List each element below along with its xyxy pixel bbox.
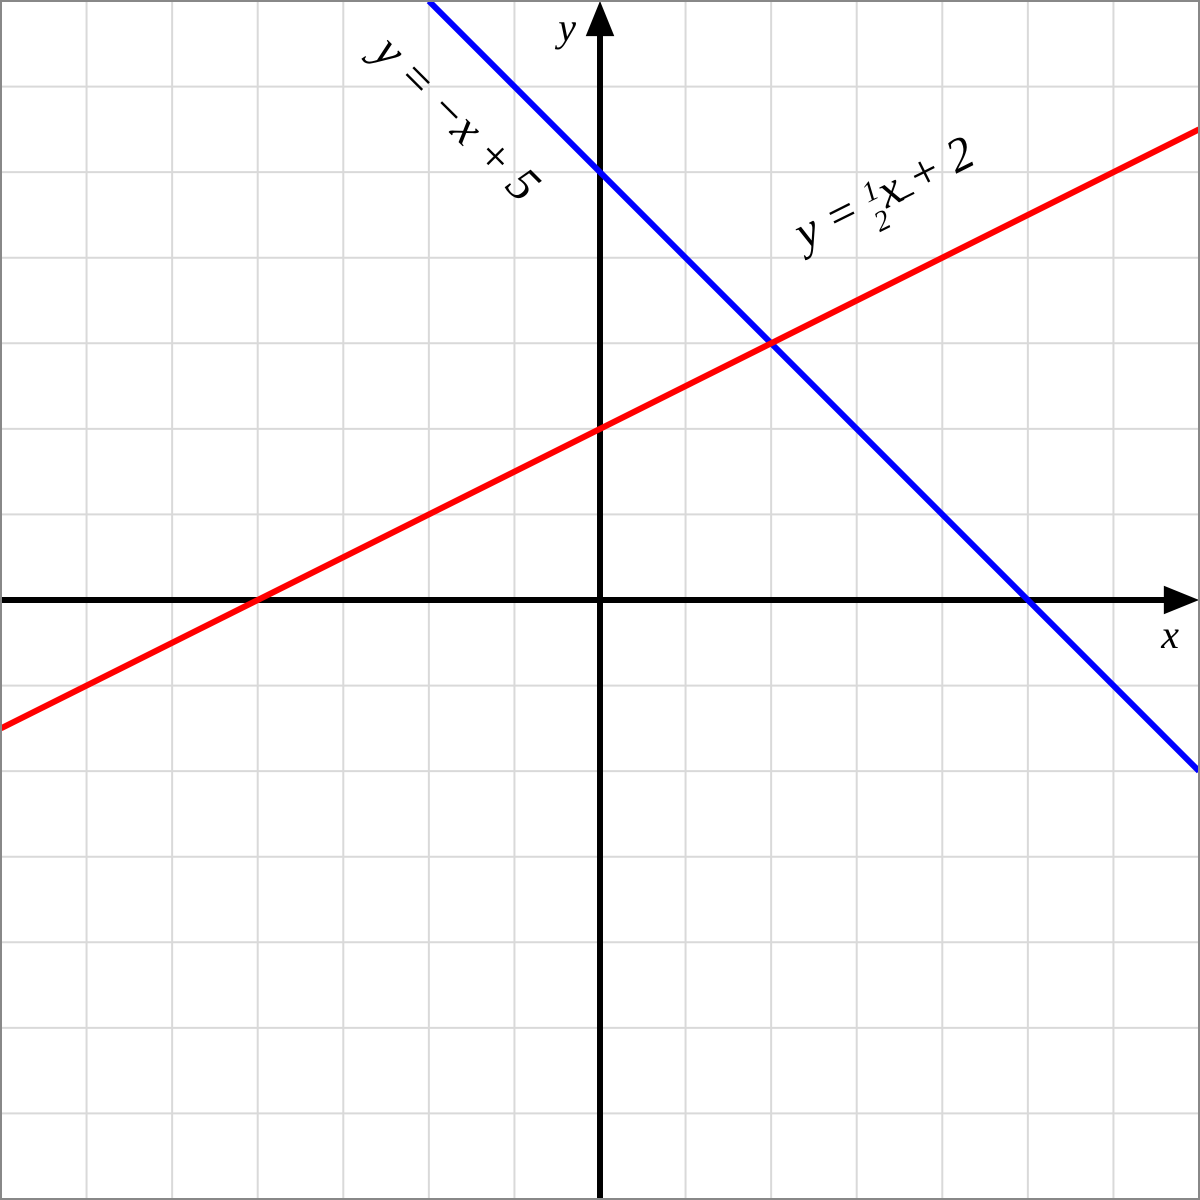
y-axis-label: y [554, 5, 576, 50]
x-axis-label: x [1160, 612, 1179, 657]
coordinate-plot: xyy = −x + 5y = 1 2x + 2 [0, 0, 1200, 1200]
